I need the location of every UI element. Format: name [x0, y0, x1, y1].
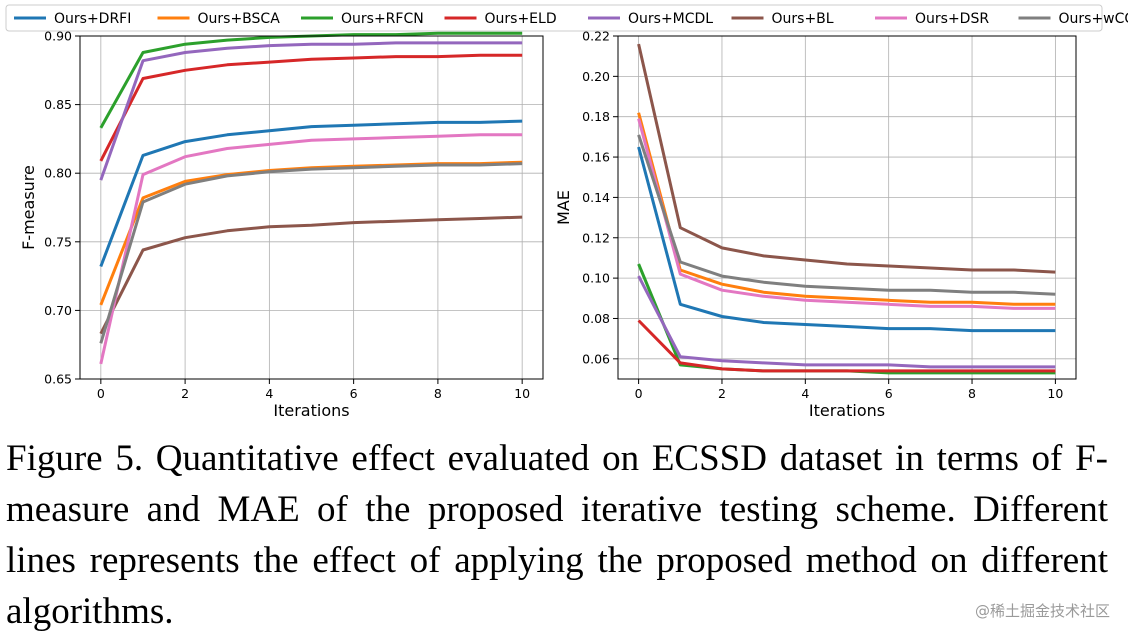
y-tick-label: 0.08 [582, 311, 610, 326]
series-line-ours-drfi [637, 146, 1056, 333]
legend-label: Ours+wCO [1059, 11, 1128, 27]
y-tick-label: 0.22 [582, 29, 610, 44]
series-line-ours-dsr [637, 118, 1056, 310]
x-axis-label: Iterations [809, 401, 885, 420]
series-line-ours-mcdl [637, 275, 1056, 369]
legend-label: Ours+MCDL [628, 11, 713, 27]
x-tick-label: 10 [514, 386, 530, 401]
series-line-ours-rfcn [99, 31, 523, 129]
y-tick-label: 0.06 [582, 351, 610, 366]
series-line-ours-eld [637, 319, 1056, 373]
series-line-ours-drfi [99, 119, 523, 268]
figure-caption: Figure 5. Quantitative effect evaluated … [6, 438, 1108, 632]
series-line-ours-eld [99, 53, 523, 162]
watermark: @稀土掘金技术社区 [974, 602, 1110, 620]
x-tick-label: 2 [181, 386, 189, 401]
x-tick-label: 10 [1047, 386, 1063, 401]
x-tick-label: 4 [801, 386, 809, 401]
y-tick-label: 0.80 [44, 166, 72, 181]
y-tick-label: 0.18 [582, 109, 610, 124]
x-tick-label: 8 [968, 386, 976, 401]
series-line-ours-bl [99, 215, 523, 335]
y-tick-label: 0.12 [582, 230, 610, 245]
x-tick-label: 6 [885, 386, 893, 401]
plot-frame [617, 35, 1077, 380]
series-line-ours-bl [637, 43, 1056, 274]
x-tick-label: 2 [718, 386, 726, 401]
f-measure-chart: 0 2 4 6 8 10 0.65 0.70 0.75 0.80 0.85 0.90 Iteration… [19, 29, 544, 420]
x-tick-label: 6 [350, 386, 358, 401]
y-axis-label: MAE [554, 190, 573, 225]
legend-label: Ours+DSR [915, 11, 989, 27]
x-tick-label: 8 [434, 386, 442, 401]
legend: Ours+DRFI Ours+BSCA Ours+RFCN Ours+ELD Ours+… [5, 4, 1128, 32]
series-line-ours-bsca [637, 112, 1056, 306]
x-tick-label: 0 [635, 386, 643, 401]
mae-chart: 0 2 4 6 8 10 0.06 0.08 0.10 0.12 0.14 0.16 0.18 0.20 0… [554, 29, 1077, 420]
series-line-ours-bsca [99, 160, 523, 306]
plot-frame [79, 35, 544, 380]
legend-frame [5, 4, 1103, 32]
legend-label: Ours+BSCA [198, 11, 281, 27]
y-tick-label: 0.16 [582, 150, 610, 165]
series-line-ours-dsr [99, 133, 523, 365]
y-tick-label: 0.10 [582, 271, 610, 286]
x-tick-label: 0 [97, 386, 105, 401]
y-tick-label: 0.75 [44, 234, 72, 249]
y-tick-label: 0.14 [582, 190, 610, 205]
y-axis-label: F-measure [19, 165, 38, 250]
legend-label: Ours+DRFI [54, 11, 131, 27]
y-tick-label: 0.20 [582, 69, 610, 84]
y-tick-label: 0.65 [44, 372, 72, 387]
x-axis-label: Iterations [273, 401, 349, 420]
legend-label: Ours+BL [772, 11, 834, 27]
x-tick-label: 4 [265, 386, 273, 401]
y-tick-label: 0.70 [44, 303, 72, 318]
legend-label: Ours+ELD [485, 11, 557, 27]
series-line-ours-wco [99, 162, 523, 344]
y-tick-label: 0.90 [44, 29, 72, 44]
y-tick-label: 0.85 [44, 97, 72, 112]
series-line-ours-wco [637, 134, 1056, 296]
series-line-ours-mcdl [99, 41, 523, 181]
legend-label: Ours+RFCN [341, 11, 424, 27]
